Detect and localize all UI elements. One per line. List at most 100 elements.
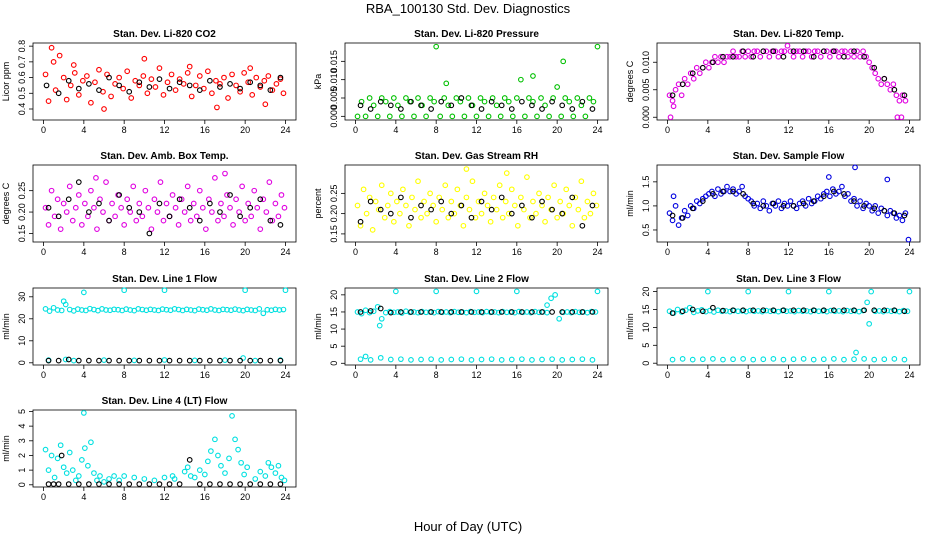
- data-point: [433, 288, 440, 295]
- data-point: [67, 82, 74, 89]
- data-point: [488, 98, 495, 105]
- data-point: [666, 92, 673, 99]
- data-point: [75, 179, 82, 185]
- data-point: [871, 307, 878, 314]
- data-point: [192, 82, 199, 89]
- data-point: [48, 44, 55, 51]
- y-tick-label: 4: [17, 424, 27, 429]
- x-tick-label: 16: [200, 492, 210, 502]
- data-point: [387, 190, 394, 197]
- data-point: [130, 183, 137, 190]
- y-tick-label: 5: [329, 344, 339, 349]
- data-point: [80, 289, 87, 296]
- data-point: [237, 357, 243, 364]
- x-tick-label: 20: [864, 125, 874, 135]
- data-point: [563, 186, 570, 193]
- data-point: [106, 74, 112, 81]
- data-point: [667, 114, 674, 121]
- data-point: [186, 82, 193, 89]
- data-point: [566, 202, 573, 209]
- data-point: [508, 186, 515, 193]
- data-point: [46, 308, 53, 314]
- data-point: [670, 103, 677, 110]
- data-point: [581, 214, 588, 221]
- data-point: [72, 204, 79, 211]
- data-point: [669, 310, 676, 316]
- data-point: [853, 349, 859, 356]
- data-point: [530, 198, 536, 205]
- data-point: [409, 194, 415, 201]
- data-point: [395, 102, 401, 109]
- data-point: [226, 455, 232, 462]
- x-tick-label: 16: [200, 370, 210, 380]
- data-point: [106, 476, 112, 482]
- x-tick-label: 8: [746, 370, 751, 380]
- data-point: [367, 357, 374, 363]
- data-point: [760, 307, 767, 314]
- data-point: [146, 481, 153, 487]
- y-tick-label: 30: [17, 292, 27, 302]
- x-tick-label: 4: [705, 125, 710, 135]
- data-point: [186, 457, 193, 463]
- data-point: [702, 59, 709, 66]
- data-point: [384, 202, 391, 209]
- data-point: [539, 309, 545, 315]
- data-point: [354, 113, 361, 120]
- data-point: [672, 203, 679, 209]
- data-point: [390, 95, 397, 101]
- data-point: [251, 187, 258, 194]
- data-point: [118, 204, 124, 211]
- data-point: [724, 53, 730, 60]
- data-point: [508, 210, 515, 217]
- data-point: [572, 194, 579, 201]
- data-point: [101, 479, 107, 485]
- panel-title: Stan. Dev. Line 3 Flow: [736, 274, 841, 285]
- data-point: [151, 477, 158, 484]
- data-point: [448, 102, 455, 109]
- data-point: [493, 206, 500, 213]
- data-point: [831, 48, 837, 55]
- data-point: [376, 322, 383, 329]
- data-point: [839, 48, 845, 55]
- data-point: [166, 481, 173, 487]
- data-point: [205, 458, 211, 465]
- data-point: [748, 53, 755, 60]
- data-point: [245, 79, 252, 86]
- data-point: [82, 200, 88, 207]
- data-point: [433, 43, 440, 50]
- data-point: [257, 481, 264, 487]
- data-point: [679, 81, 686, 88]
- data-point: [96, 357, 102, 364]
- data-point: [145, 204, 152, 211]
- x-tick-label: 16: [824, 125, 834, 135]
- data-point: [901, 356, 908, 363]
- data-point: [519, 309, 525, 315]
- data-point: [742, 53, 748, 60]
- data-point: [574, 95, 581, 101]
- data-point: [684, 212, 691, 219]
- data-point: [689, 205, 696, 212]
- data-point: [881, 207, 888, 214]
- data-point: [458, 95, 465, 101]
- y-tick-label: 1.0: [641, 200, 651, 213]
- data-point: [91, 470, 97, 476]
- data-point: [63, 470, 70, 476]
- data-point: [539, 356, 545, 363]
- data-point: [689, 356, 696, 363]
- data-point: [539, 106, 545, 112]
- data-point: [207, 200, 213, 207]
- data-point: [669, 356, 676, 363]
- data-point: [209, 209, 215, 215]
- data-point: [65, 196, 72, 203]
- data-point: [891, 307, 898, 314]
- y-tick-label: 0.20: [17, 203, 27, 221]
- data-point: [116, 357, 122, 364]
- data-point: [841, 191, 847, 197]
- panel-title: Stan. Dev. Amb. Box Temp.: [100, 151, 228, 162]
- data-point: [781, 48, 788, 55]
- x-tick-label: 24: [280, 370, 290, 380]
- y-tick-label: 15: [641, 304, 651, 314]
- data-point: [208, 448, 214, 454]
- data-point: [681, 207, 688, 214]
- data-point: [733, 53, 739, 60]
